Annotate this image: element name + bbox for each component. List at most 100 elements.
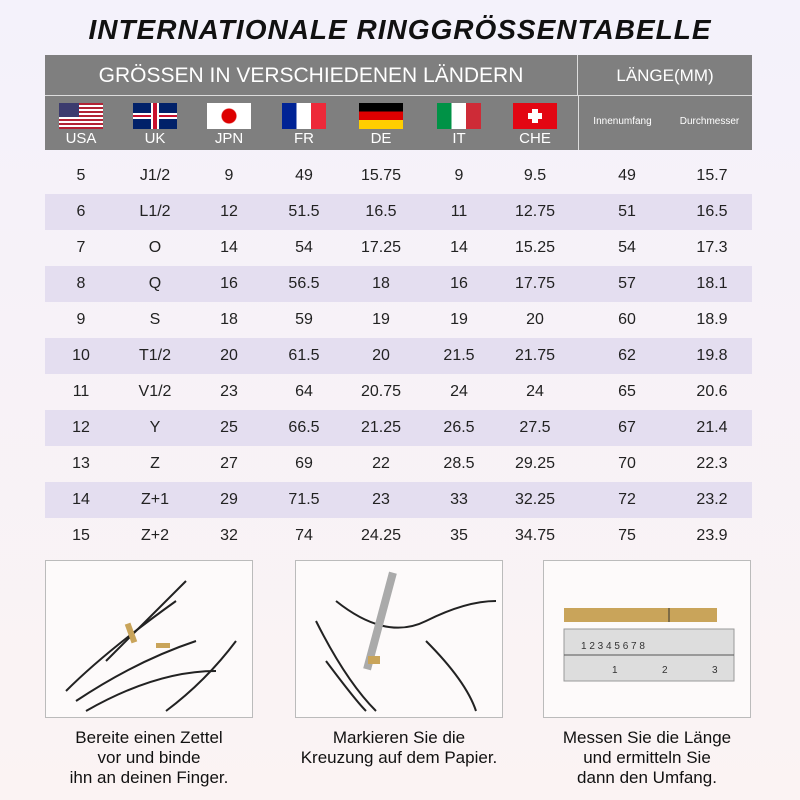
hand-with-paper-icon xyxy=(65,580,237,712)
table-cell: 23.2 xyxy=(696,491,728,508)
table-cell: 57 xyxy=(618,275,636,292)
table-cell: 34.75 xyxy=(514,527,556,544)
table-cell: 21.4 xyxy=(696,419,728,436)
france-flag-icon xyxy=(282,103,326,129)
table-cell: 24.25 xyxy=(360,527,402,544)
table-cell: 5 xyxy=(76,167,86,184)
inner-circumference-label: Innenumfang xyxy=(593,116,652,127)
country-code: FR xyxy=(294,130,314,147)
table-cell: 65 xyxy=(618,383,636,400)
table-cell: 19 xyxy=(450,311,468,328)
table-cell: 62 xyxy=(618,347,636,364)
table-cell: 49 xyxy=(295,167,313,184)
caption-line: und ermitteln Sie xyxy=(583,748,711,767)
table-cell: 15.25 xyxy=(514,239,556,256)
table-row: 7 O 14 54 17.25 14 15.25 54 17.3 xyxy=(45,230,752,266)
table-header: GRÖSSEN IN VERSCHIEDENEN LÄNDERN LÄNGE(M… xyxy=(45,55,752,150)
caption-line: Bereite einen Zettel xyxy=(75,728,223,747)
table-cell: 16 xyxy=(450,275,468,292)
table-row: 12 Y 25 66.5 21.25 26.5 27.5 67 21.4 xyxy=(45,410,752,446)
caption-line: Markieren Sie die xyxy=(332,728,466,747)
table-cell: 32 xyxy=(220,527,238,544)
japan-flag-icon xyxy=(207,103,251,129)
table-cell: 19.8 xyxy=(696,347,728,364)
table-cell: 59 xyxy=(295,311,313,328)
table-cell: 14 xyxy=(450,239,468,256)
size-table: 5 J1/2 9 49 15.75 9 9.5 49 15.7 6 L1/2 12 51.5 16.5 11… xyxy=(45,158,752,554)
table-cell: 7 xyxy=(76,239,86,256)
table-row: 14 Z+1 29 71.5 23 33 32.25 72 23.2 xyxy=(45,482,752,518)
table-cell: S xyxy=(149,311,161,328)
table-cell: Z xyxy=(150,455,160,472)
table-cell: 13 xyxy=(72,455,90,472)
table-cell: 20 xyxy=(526,311,544,328)
table-cell: 51.5 xyxy=(288,203,320,220)
table-cell: 33 xyxy=(450,491,468,508)
table-cell: 49 xyxy=(618,167,636,184)
table-cell: 17.25 xyxy=(360,239,402,256)
country-code: CHE xyxy=(519,130,551,147)
table-cell: 9 xyxy=(224,167,234,184)
table-cell: 21.25 xyxy=(360,419,402,436)
table-cell: 9 xyxy=(454,167,464,184)
table-cell: 20 xyxy=(220,347,238,364)
table-cell: 18.9 xyxy=(696,311,728,328)
country-code: JPN xyxy=(214,130,244,147)
svg-text:1 2 3 4 5 6 7 8: 1 2 3 4 5 6 7 8 xyxy=(581,641,645,652)
table-cell: 23 xyxy=(220,383,238,400)
table-row: 5 J1/2 9 49 15.75 9 9.5 49 15.7 xyxy=(45,158,752,194)
table-cell: 35 xyxy=(450,527,468,544)
table-cell: 54 xyxy=(295,239,313,256)
table-cell: 74 xyxy=(295,527,313,544)
table-cell: 26.5 xyxy=(443,419,475,436)
table-cell: 18 xyxy=(220,311,238,328)
table-cell: J1/2 xyxy=(139,167,171,184)
table-cell: 14 xyxy=(220,239,238,256)
table-cell: 12 xyxy=(72,419,90,436)
table-cell: 72 xyxy=(618,491,636,508)
table-cell: 9.5 xyxy=(523,167,547,184)
table-cell: 8 xyxy=(76,275,86,292)
table-cell: T1/2 xyxy=(138,347,171,364)
table-cell: 14 xyxy=(72,491,90,508)
country-code: UK xyxy=(144,130,166,147)
table-cell: 19 xyxy=(372,311,390,328)
caption-line: ihn an deinen Finger. xyxy=(69,768,229,787)
svg-text:1: 1 xyxy=(612,665,618,676)
table-cell: 29.25 xyxy=(514,455,556,472)
table-cell: 51 xyxy=(618,203,636,220)
table-row: 11 V1/2 23 64 20.75 24 24 65 20.6 xyxy=(45,374,752,410)
length-subheader: Innenumfang Durchmesser xyxy=(578,96,752,150)
germany-flag-icon xyxy=(359,103,403,129)
country-code: USA xyxy=(65,130,97,147)
table-cell: 12.75 xyxy=(514,203,556,220)
ruler-and-strip-icon: 1 2 3 4 5 6 7 8 1 2 3 xyxy=(563,608,735,682)
table-cell: 15 xyxy=(72,527,90,544)
table-cell: 27.5 xyxy=(519,419,551,436)
table-cell: 18 xyxy=(372,275,390,292)
table-cell: 66.5 xyxy=(288,419,320,436)
table-row: 6 L1/2 12 51.5 16.5 11 12.75 51 16.5 xyxy=(45,194,752,230)
country-code: DE xyxy=(370,130,392,147)
table-cell: Z+1 xyxy=(140,491,169,508)
table-cell: 11 xyxy=(72,383,90,400)
table-cell: 25 xyxy=(220,419,238,436)
table-cell: 24 xyxy=(450,383,468,400)
step-1-illustration xyxy=(45,560,253,718)
table-cell: 54 xyxy=(618,239,636,256)
table-cell: 29 xyxy=(220,491,238,508)
table-row: 13 Z 27 69 22 28.5 29.25 70 22.3 xyxy=(45,446,752,482)
table-cell: Z+2 xyxy=(140,527,169,544)
uk-flag-icon xyxy=(133,103,177,129)
table-cell: 71.5 xyxy=(288,491,320,508)
table-cell: 22.3 xyxy=(696,455,728,472)
table-cell: 23.9 xyxy=(696,527,728,544)
svg-text:2: 2 xyxy=(662,665,668,676)
table-cell: 67 xyxy=(618,419,636,436)
table-cell: 28.5 xyxy=(443,455,475,472)
table-cell: 32.25 xyxy=(514,491,556,508)
table-cell: 69 xyxy=(295,455,313,472)
table-cell: 27 xyxy=(220,455,238,472)
table-cell: 21.5 xyxy=(443,347,475,364)
table-cell: O xyxy=(148,239,162,256)
